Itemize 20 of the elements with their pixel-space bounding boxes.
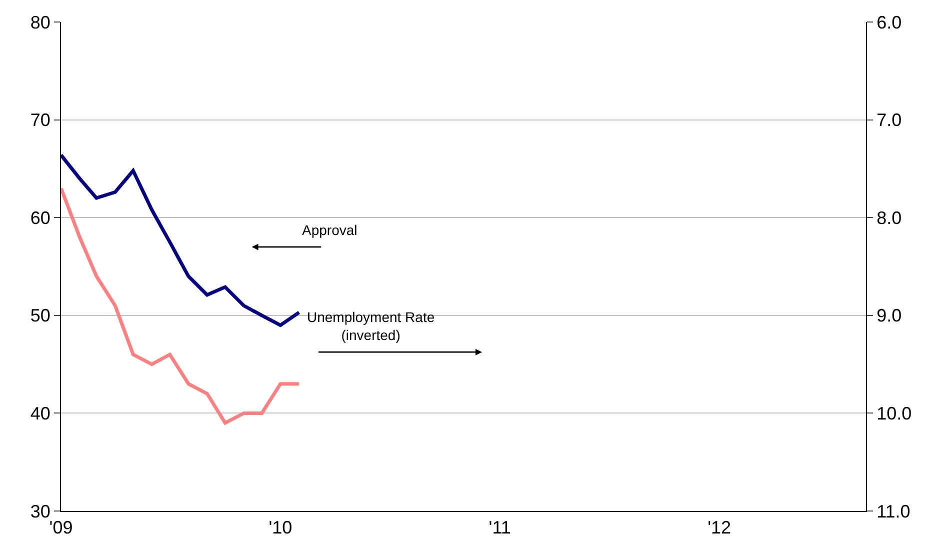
y-tick-label: 40 <box>30 404 50 424</box>
y2-tick-label: 10.0 <box>876 404 912 424</box>
y2-tick-label: 9.0 <box>876 306 902 326</box>
line-series <box>61 186 301 425</box>
text: Unemployment Rate (inverted) <box>307 309 435 344</box>
text: Approval <box>302 222 358 238</box>
y2-tick-label: 7.0 <box>876 110 902 130</box>
y-tick-label: 80 <box>30 12 50 32</box>
y2-tick-label: 6.0 <box>876 12 902 32</box>
x-tick-label: '10 <box>268 518 292 538</box>
x-tick-label: '11 <box>488 518 511 538</box>
y-tick-label: 30 <box>30 501 50 522</box>
y2-tick-label: 8.0 <box>876 208 902 228</box>
x-tick-label: '09 <box>49 518 73 538</box>
x-tick-label: '12 <box>708 518 732 538</box>
y-tick-label: 60 <box>30 208 50 228</box>
y-tick-label: 50 <box>30 306 50 326</box>
y2-tick-label: 11.0 <box>876 501 910 522</box>
line-series <box>61 153 301 327</box>
y-tick-label: 70 <box>30 110 50 130</box>
